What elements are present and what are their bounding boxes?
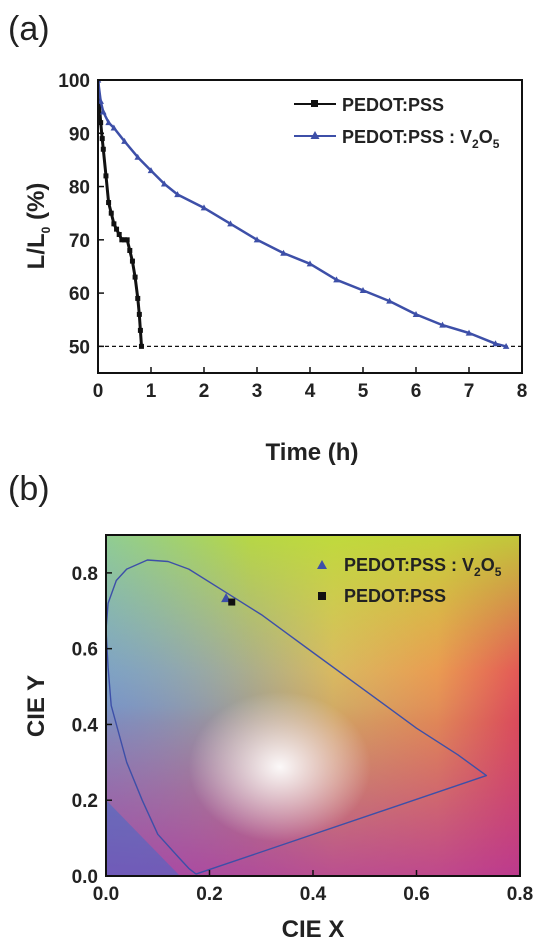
data-point-pedot-pss-v2o5 [160, 180, 168, 187]
data-point-pedot-pss-v2o5 [100, 108, 107, 115]
series-line-pedot-pss-v2o5 [98, 80, 507, 348]
data-point-pedot-pss-v2o5 [280, 249, 287, 256]
panel-b-tag: (b) [8, 470, 50, 508]
data-point-pedot-pss-v2o5 [98, 97, 104, 104]
plot-a-xtick-label: 1 [146, 381, 157, 402]
legend-b-marker-2 [318, 592, 326, 600]
plot-b-ytick-label: 0.0 [72, 867, 98, 888]
plot-b-xtick-label: 0.6 [403, 884, 429, 905]
data-point-pedot-pss-v2o5 [110, 124, 118, 131]
plot-a-ytick-label: 60 [69, 284, 90, 305]
plot-b-ylabel: CIE Y [23, 675, 50, 737]
data-point-pedot-pss-v2o5 [105, 119, 112, 126]
data-point-pedot-pss [108, 210, 114, 216]
data-point-pedot-pss [114, 226, 120, 232]
data-point-pedot-pss [99, 136, 105, 142]
data-point-pedot-pss-v2o5 [200, 204, 208, 211]
plot-a-lines [98, 80, 522, 349]
data-point-pedot-pss-v2o5 [386, 297, 393, 304]
panel-a-tag: (a) [8, 10, 50, 48]
plot-b-ytick-label: 0.8 [72, 564, 98, 585]
data-point-pedot-pss-v2o5 [147, 167, 155, 174]
data-point-pedot-pss-v2o5 [465, 329, 473, 336]
data-point-pedot-pss-v2o5 [174, 191, 181, 198]
data-point-pedot-pss [138, 343, 144, 349]
cie-locus-outline [106, 559, 488, 875]
plot-a-ytick-label: 70 [69, 231, 90, 252]
data-point-pedot-pss [127, 247, 133, 253]
plot-a-xtick-label: 8 [517, 381, 528, 402]
plot-a-xlabel: Time (h) [266, 439, 359, 466]
plot-a-xtick-label: 5 [358, 381, 369, 402]
data-point-pedot-pss-v2o5 [439, 321, 446, 328]
data-point-pedot-pss [106, 200, 112, 206]
legend-a: PEDOT:PSS PEDOT:PSS : V2O5 [294, 95, 500, 151]
plot-b-axes: 0.0 0.2 0.4 0.6 0.8 0.0 0.2 0.4 0.6 0.8 [72, 564, 534, 905]
data-point-pedot-pss-v2o5 [306, 260, 314, 267]
data-point-pedot-pss [136, 311, 142, 317]
data-point-pedot-pss [111, 221, 117, 227]
data-point-pedot-pss-v2o5 [227, 220, 234, 227]
plot-b-ytick-label: 0.2 [72, 791, 98, 812]
plot-b-xtick-label: 0.2 [196, 884, 222, 905]
data-point-pedot-pss [137, 327, 143, 333]
data-point-pedot-pss [124, 237, 130, 243]
plot-a: 0 1 2 3 4 5 6 7 8 50 60 70 80 90 100 Time (h) L/L0 (%)… [23, 71, 527, 466]
plot-a-xtick-label: 2 [199, 381, 210, 402]
data-point-pedot-pss-v2o5 [253, 236, 261, 243]
plot-a-ytick-label: 80 [69, 178, 90, 199]
plot-b: 0.0 0.2 0.4 0.6 0.8 0.0 0.2 0.4 0.6 0.8 CIE X CIE… [23, 534, 534, 943]
legend-b: PEDOT:PSS : V2O5 PEDOT:PSS [317, 555, 502, 606]
plot-b-xlabel: CIE X [282, 916, 345, 943]
plot-b-xtick-label: 0.8 [507, 884, 533, 905]
legend-a-marker-1 [311, 100, 318, 107]
data-point-pedot-pss-v2o5 [412, 310, 420, 317]
legend-b-label-1: PEDOT:PSS : V2O5 [344, 555, 502, 579]
plot-a-xtick-label: 0 [93, 381, 104, 402]
plot-a-xtick-label: 6 [411, 381, 422, 402]
data-point-pedot-pss-v2o5 [333, 276, 340, 283]
legend-a-marker-2 [310, 131, 320, 139]
legend-b-marker-1 [317, 560, 327, 569]
plot-a-ytick-label: 90 [69, 124, 90, 145]
data-point-pedot-pss [100, 146, 106, 152]
data-point-pedot-pss-v2o5 [134, 153, 142, 160]
legend-a-label-2: PEDOT:PSS : V2O5 [342, 127, 500, 151]
plot-a-xtick-label: 4 [305, 381, 316, 402]
data-point-pedot-pss-v2o5 [121, 137, 128, 144]
plot-a-ytick-label: 50 [69, 337, 90, 358]
data-point-pedot-pss [132, 274, 138, 280]
legend-a-label-1: PEDOT:PSS [342, 95, 444, 115]
data-point-pedot-pss [135, 295, 141, 301]
plot-a-xtick-label: 3 [252, 381, 263, 402]
data-point-pedot-pss [228, 598, 236, 606]
data-point-pedot-pss [129, 258, 135, 264]
legend-b-label-2: PEDOT:PSS [344, 586, 446, 606]
data-point-pedot-pss-v2o5 [492, 340, 499, 347]
cie-background [106, 535, 520, 876]
data-point-pedot-pss [119, 237, 125, 243]
plot-a-ytick-label: 100 [58, 71, 90, 92]
plot-a-xtick-label: 7 [464, 381, 475, 402]
plot-a-axes: 0 1 2 3 4 5 6 7 8 50 60 70 80 90 100 [58, 71, 527, 402]
data-point-pedot-pss-v2o5 [359, 287, 367, 293]
data-point-pedot-pss [98, 120, 104, 126]
series-line-pedot-pss [98, 80, 143, 347]
plot-a-ylabel: L/L0 (%) [23, 183, 53, 270]
plot-b-ytick-label: 0.6 [72, 640, 98, 661]
plot-b-marks [106, 559, 488, 875]
plot-b-xtick-label: 0.0 [93, 884, 119, 905]
data-point-pedot-pss [103, 173, 109, 179]
data-point-pedot-pss-v2o5 [502, 342, 510, 349]
plot-b-ytick-label: 0.4 [72, 715, 99, 736]
data-point-pedot-pss [116, 231, 122, 237]
data-point-pedot-pss [122, 237, 127, 243]
plot-b-xtick-label: 0.4 [300, 884, 327, 905]
